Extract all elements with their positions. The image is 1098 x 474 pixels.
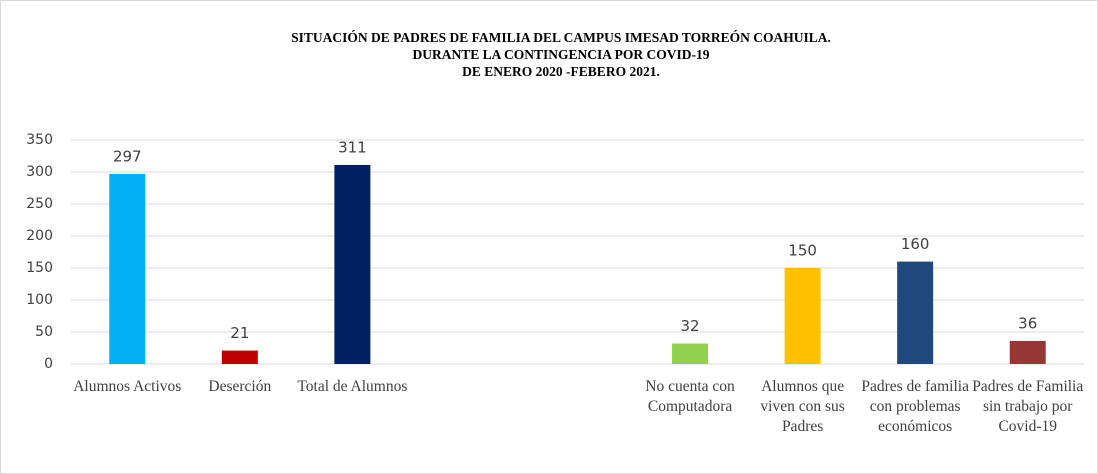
y-tick-label: 0 [44,356,53,372]
chart-title: DURANTE LA CONTINGENCIA POR COVID-19 [412,47,709,62]
x-tick-label: Alumnos Activos [73,378,182,395]
value-label: 21 [230,324,249,342]
y-tick-label: 100 [26,292,53,308]
bar [784,268,821,364]
value-label: 160 [901,235,930,253]
x-tick-label: No cuenta con Computadora [645,378,735,415]
value-label: 150 [788,242,817,260]
x-tick-label: Deserción [208,378,272,395]
value-label: 297 [113,147,142,165]
value-label: 311 [338,138,367,156]
x-tick-label: Alumnos que viven con sus Padres [760,378,845,435]
y-tick-label: 150 [26,260,53,276]
x-tick-label: Padres de familia con problemas económic… [861,378,969,435]
bar [897,261,934,364]
y-tick-label: 200 [26,228,53,244]
bar [109,173,146,364]
y-tick-label: 350 [26,132,53,148]
y-tick-label: 250 [26,196,53,212]
x-tick-label: Padres de Familia sin trabajo por Covid-… [972,378,1084,435]
bar [1009,340,1046,364]
value-label: 36 [1018,314,1037,332]
y-tick-label: 50 [35,324,53,340]
bar [334,164,371,364]
bar [672,343,709,364]
chart-title: SITUACIÓN DE PADRES DE FAMILIA DEL CAMPU… [291,30,831,45]
y-tick-label: 300 [26,164,53,180]
bar [221,350,258,364]
value-label: 32 [681,317,700,335]
chart-title: DE ENERO 2020 -FEBERO 2021. [462,64,660,79]
x-tick-label: Total de Alumnos [297,378,408,395]
